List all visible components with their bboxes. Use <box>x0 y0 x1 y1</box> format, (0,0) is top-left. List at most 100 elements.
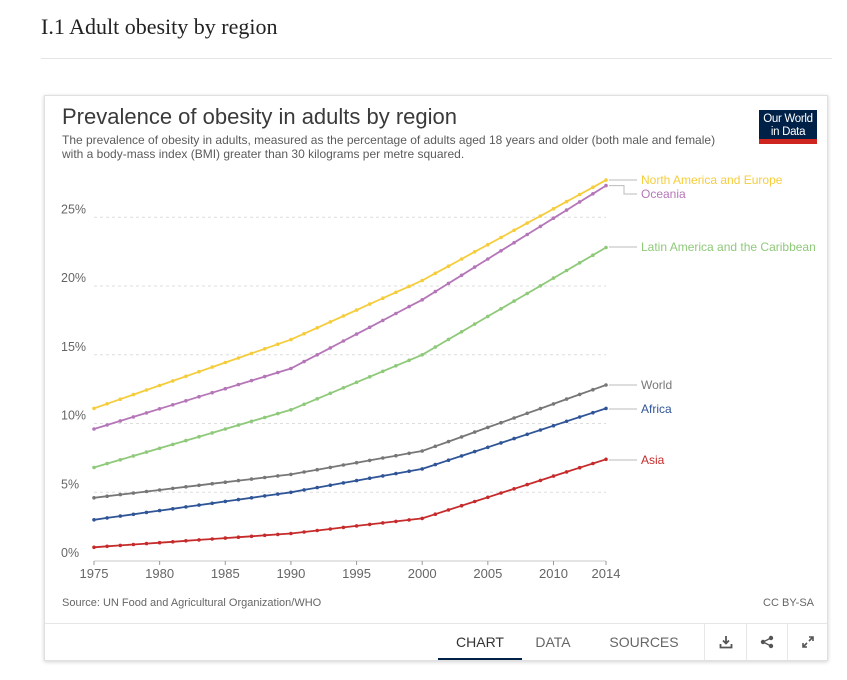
x-tick-label: 1985 <box>211 566 240 581</box>
download-button[interactable] <box>706 624 746 660</box>
data-point <box>184 539 188 543</box>
data-point <box>525 411 529 416</box>
data-point <box>276 342 280 346</box>
data-point <box>499 420 503 425</box>
data-point <box>525 232 529 237</box>
data-point <box>354 460 359 465</box>
data-point <box>459 454 464 458</box>
data-point <box>577 392 582 397</box>
data-point <box>538 406 543 411</box>
data-point <box>92 518 96 522</box>
data-point <box>144 489 149 494</box>
data-point <box>171 486 175 491</box>
data-point <box>315 353 320 357</box>
data-point <box>472 322 477 326</box>
data-point <box>591 461 595 466</box>
share-button[interactable] <box>747 624 787 660</box>
data-point <box>486 242 490 247</box>
data-point <box>210 501 214 506</box>
x-tick-label: 2000 <box>408 566 437 581</box>
data-point <box>105 516 109 520</box>
data-point <box>604 383 608 387</box>
data-point <box>276 411 280 416</box>
data-point <box>315 326 320 330</box>
data-point <box>472 250 477 254</box>
data-point <box>420 467 425 471</box>
data-point <box>210 481 214 486</box>
y-tick-label: 25% <box>61 202 86 216</box>
logo-accent-bar <box>759 139 817 144</box>
data-point <box>302 402 306 407</box>
data-point <box>525 221 529 225</box>
data-point <box>289 408 293 412</box>
data-point <box>92 406 96 411</box>
data-point <box>223 427 228 431</box>
line-chart: 0% 5% 10% 15% 20% 25% 1975 1980 1985 1990 1995 2000… <box>61 173 816 581</box>
series-label: World <box>641 378 672 392</box>
data-point <box>367 302 372 306</box>
data-point <box>157 446 162 451</box>
data-point <box>236 497 241 502</box>
x-tick-label: 1975 <box>80 566 109 581</box>
data-point <box>328 346 333 350</box>
series-label: Africa <box>641 402 672 416</box>
license-link[interactable]: CC BY-SA <box>763 597 814 609</box>
data-point <box>197 538 201 542</box>
series-label: Asia <box>641 453 665 467</box>
data-point <box>354 478 359 483</box>
data-point <box>446 264 451 268</box>
data-point <box>577 261 582 265</box>
expand-button[interactable] <box>788 624 828 660</box>
data-point <box>236 535 241 539</box>
data-point <box>564 397 569 401</box>
data-point <box>512 299 516 303</box>
data-point <box>551 402 556 406</box>
data-point <box>420 278 425 283</box>
section-heading: I.1 Adult obesity by region <box>41 14 278 39</box>
data-point <box>551 207 556 211</box>
chart-footer: CHART DATA SOURCES <box>45 623 827 661</box>
tab-data[interactable]: DATA <box>535 634 571 650</box>
data-point <box>262 475 267 480</box>
data-point <box>459 503 464 508</box>
data-point <box>144 510 149 515</box>
data-point <box>591 185 595 190</box>
data-point <box>341 525 346 530</box>
y-tick-label: 5% <box>61 477 79 491</box>
data-point <box>223 360 228 365</box>
data-point <box>512 416 516 420</box>
data-point <box>394 311 398 316</box>
data-point <box>538 224 543 229</box>
data-point <box>512 240 516 245</box>
data-point <box>604 178 608 182</box>
tab-sources[interactable]: SOURCES <box>609 634 679 650</box>
data-point <box>262 533 267 538</box>
data-point <box>459 330 464 334</box>
owid-logo[interactable]: Our World in Data <box>759 110 817 144</box>
data-point <box>394 290 398 295</box>
data-point <box>302 331 306 336</box>
data-point <box>354 380 359 385</box>
data-point <box>289 337 293 342</box>
series-label: Oceania <box>641 187 686 201</box>
data-point <box>236 478 241 483</box>
share-icon <box>760 635 774 649</box>
source-link[interactable]: Source: UN Food and Agricultural Organiz… <box>62 597 322 609</box>
data-point <box>184 374 188 379</box>
data-point <box>276 492 280 496</box>
data-point <box>433 271 438 276</box>
data-point <box>499 235 503 240</box>
data-point <box>341 314 346 318</box>
tab-chart[interactable]: CHART <box>438 624 522 660</box>
data-point <box>512 228 516 233</box>
data-point <box>486 445 490 450</box>
data-point <box>131 491 136 495</box>
data-point <box>197 369 201 374</box>
data-point <box>118 419 123 423</box>
data-point <box>341 463 346 467</box>
data-point <box>262 347 267 351</box>
data-point <box>551 276 556 280</box>
data-point <box>446 508 451 512</box>
data-point <box>420 516 425 521</box>
data-point <box>302 530 306 534</box>
